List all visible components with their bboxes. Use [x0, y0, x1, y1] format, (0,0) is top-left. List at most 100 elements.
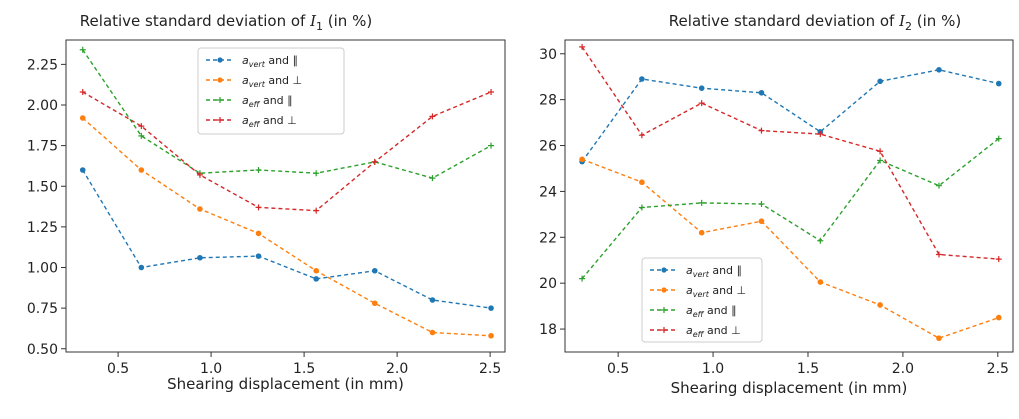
- legend-marker: [661, 267, 667, 273]
- data-point: [698, 229, 705, 236]
- data-point: [995, 80, 1002, 87]
- x-tick-label: 1.5: [293, 361, 315, 377]
- x-tick-label: 1.5: [797, 361, 819, 377]
- x-tick-label: 2.5: [479, 361, 501, 377]
- legend-marker: [217, 57, 223, 63]
- plot-frame: [564, 39, 1014, 353]
- legend-label: aeff and ⊥: [686, 324, 741, 339]
- chart-title-suffix: (in %): [323, 12, 372, 30]
- chart-title: Relative standard deviation of I1 (in %): [80, 12, 372, 33]
- data-point: [197, 206, 203, 212]
- x-tick-label: 2.0: [386, 361, 408, 377]
- data-point: [197, 254, 203, 261]
- y-tick-label: 24: [539, 184, 557, 200]
- data-point: [138, 167, 145, 173]
- legend-label: aeff and ∥: [686, 304, 737, 319]
- legend-label-relation: and ⊥: [259, 114, 296, 127]
- series-vert-parallel: [579, 67, 1002, 165]
- data-point: [371, 158, 378, 165]
- legend-marker: [661, 327, 667, 333]
- legend-label: avert and ∥: [242, 54, 298, 69]
- data-point: [995, 256, 1002, 263]
- y-tick-label: 1.50: [27, 179, 58, 195]
- data-point: [638, 132, 645, 139]
- legend-label: avert and ∥: [686, 264, 742, 279]
- legend: avert and ∥avert and ⊥aeff and ∥aeff and…: [197, 47, 345, 135]
- data-point: [313, 207, 320, 214]
- chart-title-variable: I: [898, 12, 906, 30]
- data-point: [638, 204, 645, 211]
- x-tick-label: 0.5: [607, 361, 629, 377]
- data-point: [698, 199, 705, 206]
- y-tick-label: 1.75: [27, 139, 58, 155]
- data-point: [579, 275, 586, 282]
- y-tick-label: 0.50: [27, 342, 58, 358]
- chart-1: Relative standard deviation of I1 (in %)…: [27, 12, 506, 393]
- legend-label: aeff and ⊥: [242, 114, 297, 129]
- series-line: [82, 169, 492, 309]
- chart-title-variable: I: [309, 12, 317, 30]
- y-tick-label: 2.25: [27, 57, 58, 73]
- legend-label-relation: and ⊥: [703, 324, 740, 337]
- legend-label-subscript: vert: [249, 60, 266, 69]
- series-eff-parallel: [579, 135, 1002, 282]
- x-axis-label: Shearing displacement (in mm): [671, 379, 908, 397]
- data-point: [995, 314, 1002, 321]
- data-point: [488, 305, 494, 311]
- legend-label-relation: and ∥: [709, 264, 742, 277]
- series-eff-perpendicular: [579, 43, 1002, 263]
- series-line: [82, 49, 492, 179]
- legend-label-base: a: [242, 94, 249, 107]
- data-point: [255, 204, 262, 211]
- y-tick-label: 0.75: [27, 301, 58, 317]
- chart-2: Relative standard deviation of I2 (in %)…: [539, 12, 1014, 397]
- data-point: [79, 89, 86, 95]
- data-point: [877, 148, 884, 155]
- series-line: [581, 138, 1000, 280]
- data-point: [877, 157, 884, 164]
- data-point: [488, 89, 495, 95]
- series-line: [581, 158, 1000, 339]
- legend-label-base: a: [242, 54, 249, 67]
- data-point: [877, 78, 883, 85]
- chart-title-suffix: (in %): [912, 12, 961, 30]
- data-point: [313, 276, 319, 282]
- data-point: [935, 182, 942, 189]
- data-point: [488, 142, 495, 149]
- data-point: [698, 100, 705, 107]
- data-point: [255, 230, 262, 237]
- legend-label: avert and ⊥: [242, 74, 302, 89]
- data-point: [371, 300, 378, 307]
- data-point: [429, 175, 436, 182]
- chart-title-subscript: 1: [316, 20, 323, 33]
- series-eff-perpendicular: [79, 89, 495, 214]
- chart-title-text: Relative standard deviation of: [669, 12, 899, 30]
- data-point: [639, 76, 645, 82]
- legend-marker: [661, 287, 667, 293]
- legend-label-base: a: [242, 114, 249, 127]
- y-tick-label: 22: [539, 230, 557, 246]
- data-point: [313, 267, 319, 274]
- legend-marker: [217, 97, 223, 103]
- data-point: [79, 115, 86, 121]
- data-point: [758, 218, 765, 225]
- data-point: [488, 332, 494, 339]
- data-point: [817, 237, 824, 244]
- chart-title: Relative standard deviation of I2 (in %): [669, 12, 961, 33]
- series-vert-perpendicular: [79, 115, 494, 339]
- data-point: [639, 179, 645, 186]
- series-vert-parallel: [79, 167, 494, 311]
- data-point: [429, 329, 436, 336]
- legend-label-relation: and ∥: [703, 304, 736, 317]
- data-point: [758, 127, 765, 134]
- data-point: [936, 335, 942, 342]
- data-point: [995, 135, 1002, 142]
- chart-title-text: Relative standard deviation of: [80, 12, 310, 30]
- y-tick-label: 30: [539, 47, 557, 63]
- y-tick-label: 26: [539, 139, 557, 155]
- data-point: [579, 156, 585, 163]
- data-point: [935, 251, 942, 258]
- legend-label-subscript: eff: [249, 120, 261, 129]
- data-point: [579, 43, 586, 50]
